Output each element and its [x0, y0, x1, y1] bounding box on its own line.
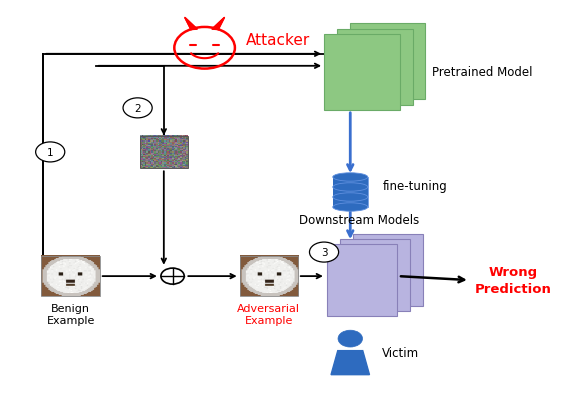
Text: Downstream Models: Downstream Models: [299, 213, 419, 227]
Circle shape: [310, 243, 339, 262]
Text: Adversarial
Example: Adversarial Example: [237, 304, 300, 325]
Text: Victim: Victim: [383, 346, 419, 359]
Text: Wrong
Prediction: Wrong Prediction: [475, 265, 552, 296]
Text: fine-tuning: fine-tuning: [383, 180, 447, 193]
Bar: [333, 188, 368, 198]
Text: Benign
Example: Benign Example: [46, 304, 95, 325]
Polygon shape: [185, 18, 197, 30]
Circle shape: [338, 330, 363, 347]
Circle shape: [161, 268, 184, 284]
Text: 3: 3: [321, 247, 328, 257]
Circle shape: [36, 143, 65, 162]
Text: 2: 2: [134, 103, 141, 113]
Ellipse shape: [333, 203, 368, 212]
FancyBboxPatch shape: [327, 245, 397, 316]
Text: 1: 1: [47, 148, 54, 158]
Circle shape: [123, 99, 152, 119]
Text: Attacker: Attacker: [245, 33, 310, 48]
Text: Pretrained Model: Pretrained Model: [432, 66, 533, 79]
FancyBboxPatch shape: [340, 239, 410, 311]
Polygon shape: [212, 18, 224, 30]
Bar: [333, 178, 368, 188]
FancyBboxPatch shape: [337, 29, 413, 105]
FancyBboxPatch shape: [353, 234, 422, 306]
Polygon shape: [331, 351, 370, 375]
FancyBboxPatch shape: [350, 24, 425, 100]
Ellipse shape: [333, 173, 368, 182]
Bar: [333, 198, 368, 207]
Ellipse shape: [333, 193, 368, 202]
FancyBboxPatch shape: [324, 34, 400, 111]
Ellipse shape: [333, 183, 368, 192]
